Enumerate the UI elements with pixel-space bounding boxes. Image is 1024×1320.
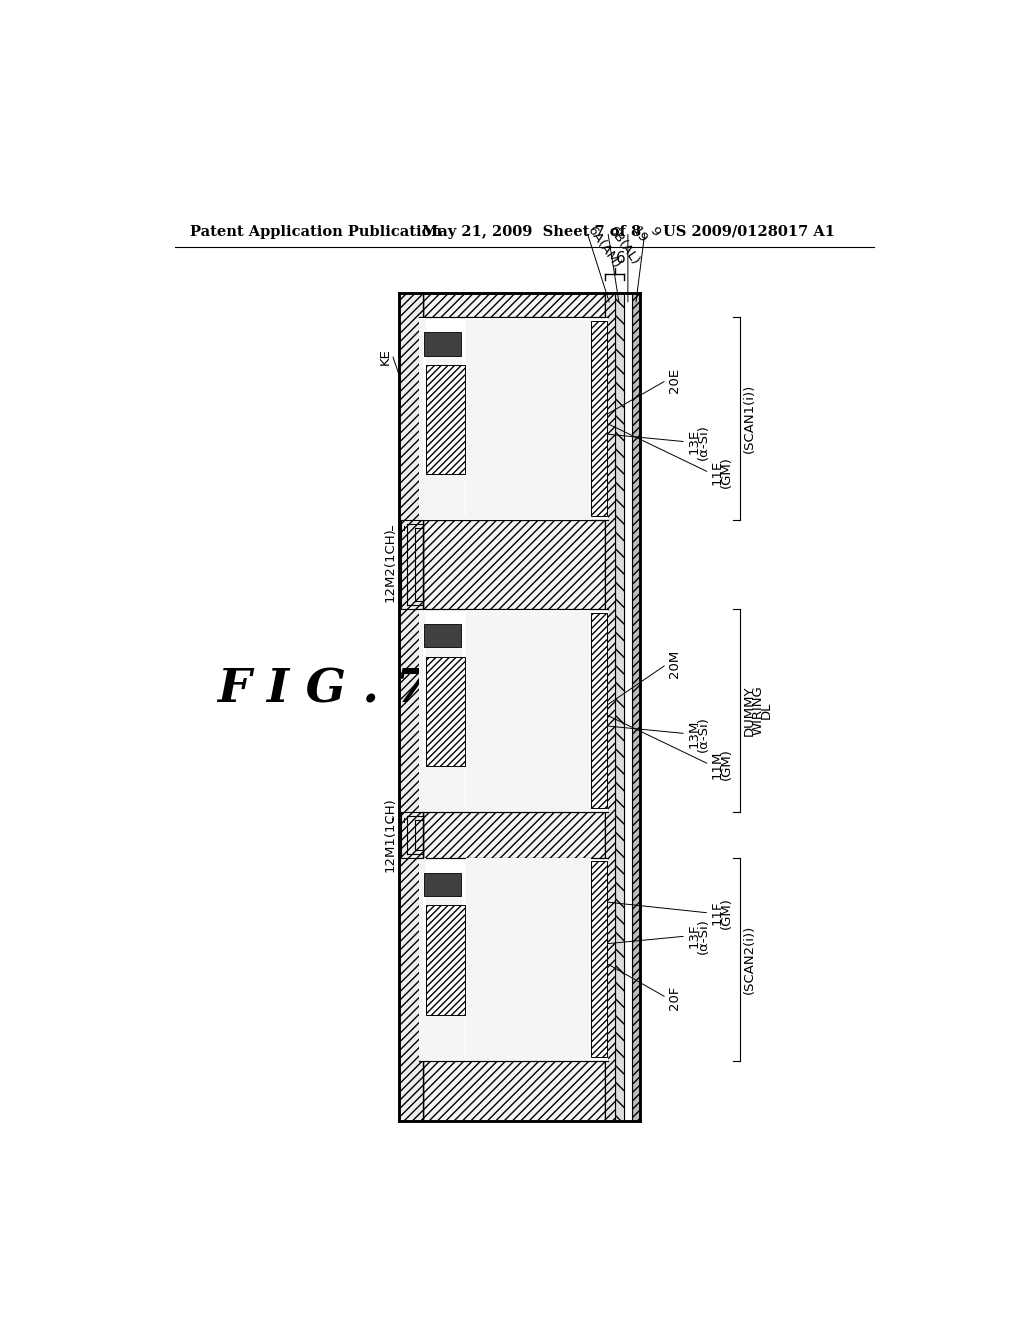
Bar bbox=[605, 293, 614, 1121]
Text: F I G . 7: F I G . 7 bbox=[217, 667, 428, 713]
Text: DUMMY: DUMMY bbox=[742, 685, 756, 735]
Bar bbox=[420, 858, 423, 1060]
Bar bbox=[420, 610, 426, 624]
Bar bbox=[426, 873, 462, 1015]
Bar bbox=[592, 862, 607, 1057]
Text: (GM): (GM) bbox=[720, 748, 733, 780]
Bar bbox=[423, 293, 605, 1121]
Text: 20M: 20M bbox=[669, 651, 681, 678]
Text: (α-Si): (α-Si) bbox=[697, 715, 710, 751]
Bar bbox=[426, 333, 462, 474]
Text: 12M1(1CH): 12M1(1CH) bbox=[383, 797, 396, 873]
Bar bbox=[424, 624, 461, 647]
Text: 11M: 11M bbox=[711, 750, 724, 779]
Bar bbox=[420, 766, 465, 812]
Text: 13M: 13M bbox=[687, 719, 700, 747]
Bar bbox=[419, 317, 607, 520]
Text: 6B(AL): 6B(AL) bbox=[605, 224, 641, 268]
Text: (α-Si): (α-Si) bbox=[697, 424, 710, 459]
Bar bbox=[420, 610, 423, 812]
Text: WIRING: WIRING bbox=[751, 685, 764, 735]
Text: (SCAN1(i)): (SCAN1(i)) bbox=[742, 384, 756, 453]
Text: 11F: 11F bbox=[711, 900, 724, 925]
Text: 20F: 20F bbox=[669, 986, 681, 1010]
Bar bbox=[632, 293, 640, 1121]
Bar bbox=[420, 318, 423, 520]
Bar bbox=[420, 1015, 465, 1060]
Bar bbox=[420, 474, 465, 520]
Text: Patent Application Publication: Patent Application Publication bbox=[190, 224, 442, 239]
Bar bbox=[420, 858, 426, 873]
Text: 20E: 20E bbox=[669, 367, 681, 393]
Text: (SCAN2(i)): (SCAN2(i)) bbox=[742, 924, 756, 994]
Text: 6: 6 bbox=[616, 251, 626, 267]
Text: 6A(AM): 6A(AM) bbox=[585, 224, 623, 271]
Text: 11E: 11E bbox=[711, 459, 724, 486]
Text: May 21, 2009  Sheet 7 of 8: May 21, 2009 Sheet 7 of 8 bbox=[423, 224, 642, 239]
Text: (GM): (GM) bbox=[720, 898, 733, 929]
Text: US 2009/0128017 A1: US 2009/0128017 A1 bbox=[663, 224, 835, 239]
Text: 13F: 13F bbox=[687, 924, 700, 948]
Bar bbox=[466, 610, 591, 812]
Bar bbox=[399, 293, 423, 1121]
Text: 13E: 13E bbox=[687, 429, 700, 454]
Bar bbox=[466, 318, 591, 520]
Bar bbox=[424, 873, 461, 896]
Bar bbox=[466, 858, 591, 1060]
Bar bbox=[426, 656, 465, 766]
Text: (α-Si): (α-Si) bbox=[697, 919, 710, 954]
Text: 19: 19 bbox=[630, 224, 650, 246]
Bar bbox=[592, 612, 607, 808]
Bar bbox=[420, 318, 426, 333]
Bar bbox=[419, 858, 607, 1061]
Bar bbox=[592, 321, 607, 516]
Bar bbox=[426, 906, 465, 1015]
Bar bbox=[426, 624, 462, 766]
Text: DL: DL bbox=[760, 702, 773, 719]
Bar bbox=[424, 333, 461, 355]
Bar bbox=[426, 364, 465, 474]
Text: KE: KE bbox=[379, 348, 391, 366]
Text: (GM): (GM) bbox=[720, 457, 733, 488]
Text: 12M2(1CH): 12M2(1CH) bbox=[383, 527, 396, 602]
Text: 9: 9 bbox=[646, 224, 662, 238]
Bar bbox=[614, 293, 624, 1121]
Bar bbox=[624, 293, 632, 1121]
Bar bbox=[419, 609, 607, 812]
